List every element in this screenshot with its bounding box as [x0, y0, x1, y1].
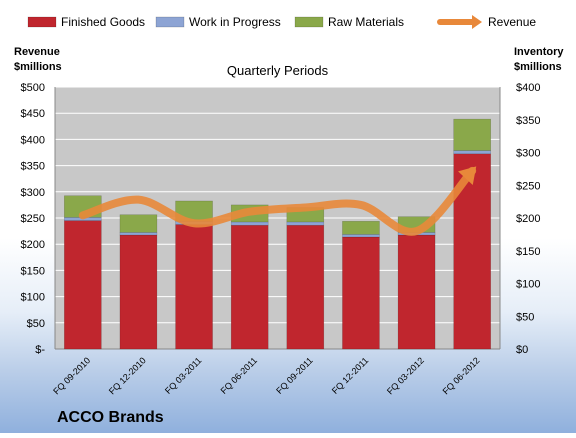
left-tick-label: $400 — [21, 134, 45, 146]
left-axis-title-line1: Revenue — [14, 46, 60, 58]
x-tick-label: FQ 12-2010 — [107, 355, 148, 396]
legend-swatch-raw-materials — [294, 16, 324, 28]
left-tick-label: $450 — [21, 108, 45, 120]
revenue-line — [78, 166, 477, 236]
bar-raw-materials — [453, 118, 491, 151]
bar-work-in-progress — [453, 150, 491, 155]
legend-label-revenue: Revenue — [488, 15, 536, 29]
bar-finished-goods — [286, 224, 325, 350]
bar-finished-goods — [230, 224, 269, 350]
legend-label-raw-materials: Raw Materials — [328, 15, 404, 29]
left-tick-label: $50 — [27, 318, 45, 330]
right-axis-title-line2: $millions — [514, 61, 562, 73]
legend-swatch-work-in-progress — [155, 16, 185, 28]
legend-swatch-finished-goods — [27, 16, 57, 28]
right-tick-label: $400 — [516, 82, 540, 94]
x-tick-label: FQ 03-2012 — [385, 355, 426, 396]
bar-finished-goods — [119, 234, 158, 350]
left-tick-label: $300 — [21, 187, 45, 199]
x-tick-label: FQ 03-2011 — [163, 355, 204, 396]
bar-raw-materials — [119, 214, 158, 233]
right-tick-label: $200 — [516, 213, 540, 225]
legend-label-work-in-progress: Work in Progress — [189, 15, 281, 29]
left-tick-label: $250 — [21, 213, 45, 225]
left-tick-label: $150 — [21, 265, 45, 277]
bar-raw-materials — [342, 221, 380, 235]
x-tick-label: FQ 09-2010 — [51, 355, 92, 396]
right-tick-label: $0 — [516, 344, 528, 356]
right-tick-label: $300 — [516, 148, 540, 160]
bar-finished-goods — [175, 224, 213, 350]
left-tick-label: $100 — [21, 292, 45, 304]
legend-label-finished-goods: Finished Goods — [61, 15, 145, 29]
x-tick-label: FQ 06-2012 — [441, 355, 482, 396]
x-tick-label: FQ 09-2011 — [274, 355, 315, 396]
bar-finished-goods — [397, 234, 436, 350]
left-tick-label: $500 — [21, 82, 45, 94]
right-tick-label: $250 — [516, 180, 540, 192]
left-tick-label: $200 — [21, 239, 45, 251]
left-axis-title-line2: $millions — [14, 61, 62, 73]
legend-arrowhead — [472, 15, 482, 29]
right-tick-label: $100 — [516, 279, 540, 291]
right-axis-title-line1: Inventory — [514, 46, 564, 58]
company-name: ACCO Brands — [57, 409, 164, 426]
right-tick-label: $150 — [516, 246, 540, 258]
bar-finished-goods — [64, 220, 102, 350]
bar-work-in-progress — [119, 232, 158, 236]
revenue-arrowhead — [458, 166, 477, 185]
bar-work-in-progress — [230, 221, 269, 226]
right-tick-label: $350 — [516, 115, 540, 127]
bar-finished-goods — [342, 236, 380, 350]
chart-subtitle: Quarterly Periods — [227, 63, 329, 78]
x-tick-label: FQ 06-2011 — [219, 355, 260, 396]
bar-work-in-progress — [286, 221, 325, 226]
x-tick-label: FQ 12-2011 — [330, 355, 371, 396]
left-tick-label: $350 — [21, 161, 45, 173]
right-tick-label: $50 — [516, 311, 534, 323]
left-tick-label: $- — [35, 344, 45, 356]
bar-work-in-progress — [342, 234, 380, 238]
